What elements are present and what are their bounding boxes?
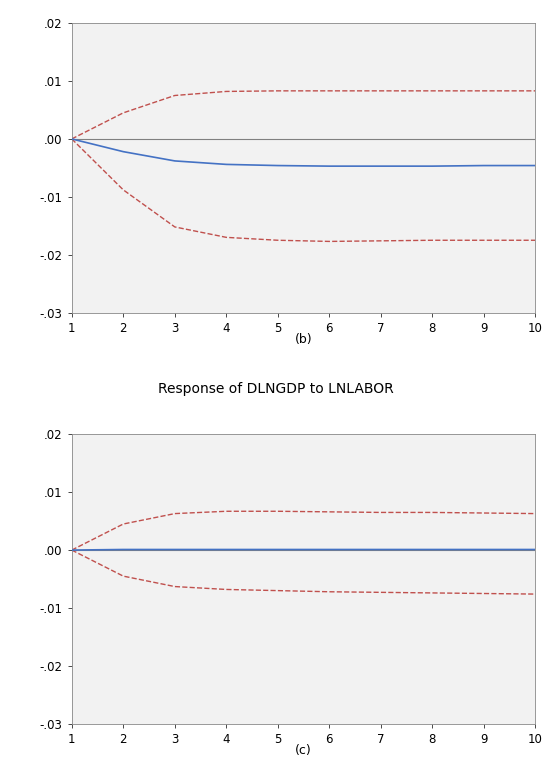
Text: (c): (c) [295, 744, 312, 757]
Text: Response of DLNGDP to LNLABOR: Response of DLNGDP to LNLABOR [158, 382, 394, 396]
Text: (b): (b) [295, 333, 312, 346]
